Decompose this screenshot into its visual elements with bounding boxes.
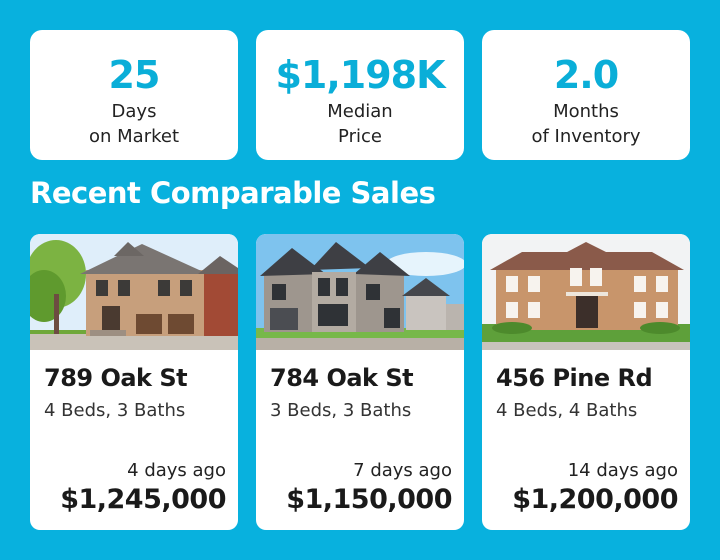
stat-median-price: $1,198K Median Price — [256, 30, 464, 160]
stat-label: Days — [111, 101, 157, 122]
listing-card[interactable]: 789 Oak St 4 Beds, 3 Baths 4 days ago $1… — [30, 234, 238, 530]
stat-label: Median — [327, 101, 393, 122]
listing-price: $1,150,000 — [286, 484, 452, 515]
listing-sold-ago: 7 days ago — [353, 460, 452, 481]
listing-details: 4 Beds, 4 Baths — [496, 400, 638, 421]
stat-label: Months — [553, 101, 619, 122]
listing-details: 4 Beds, 3 Baths — [44, 400, 186, 421]
listing-address: 789 Oak St — [44, 364, 188, 392]
stat-value: 2.0 — [553, 53, 619, 97]
house-photo — [30, 234, 238, 350]
house-photo — [482, 234, 690, 350]
listing-card[interactable]: 784 Oak St 3 Beds, 3 Baths 7 days ago $1… — [256, 234, 464, 530]
stat-label: of Inventory — [531, 126, 641, 147]
listing-sold-ago: 4 days ago — [127, 460, 226, 481]
listing-sold-ago: 14 days ago — [567, 460, 678, 481]
stat-months-of-inventory: 2.0 Months of Inventory — [482, 30, 690, 160]
listing-details: 3 Beds, 3 Baths — [270, 400, 412, 421]
listing-price: $1,245,000 — [60, 484, 226, 515]
listing-address: 784 Oak St — [270, 364, 414, 392]
stat-days-on-market: 25 Days on Market — [30, 30, 238, 160]
stat-label: on Market — [88, 126, 180, 147]
listing-price: $1,200,000 — [512, 484, 678, 515]
listing-address: 456 Pine Rd — [496, 364, 653, 392]
stats-row: 25 Days on Market $1,198K Median Price 2… — [30, 30, 690, 160]
listing-card[interactable]: 456 Pine Rd 4 Beds, 4 Baths 14 days ago … — [482, 234, 690, 530]
stat-value: 25 — [108, 53, 161, 97]
house-photo — [256, 234, 464, 350]
section-title: Recent Comparable Sales — [30, 176, 436, 210]
stat-label: Price — [338, 126, 382, 147]
stat-value: $1,198K — [275, 53, 445, 97]
